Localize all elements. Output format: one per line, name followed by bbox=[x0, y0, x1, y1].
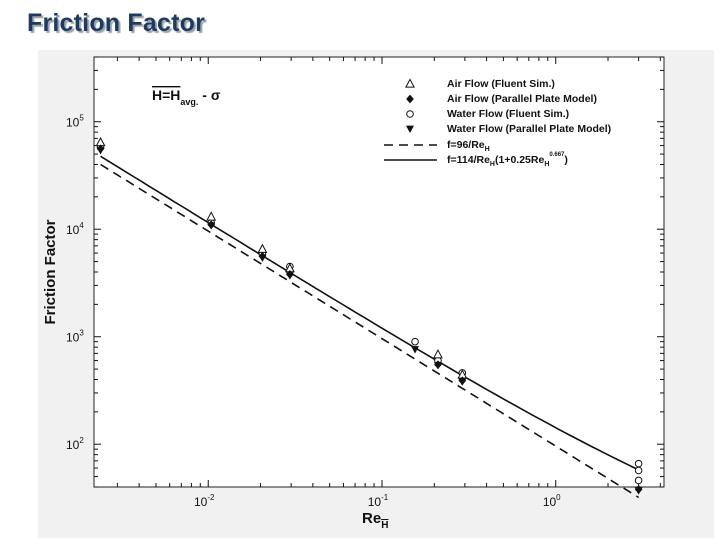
legend-solid-end: ) bbox=[564, 154, 568, 166]
y-tick-label: 105 bbox=[66, 114, 84, 130]
markers-layer bbox=[95, 136, 643, 495]
data-point bbox=[411, 346, 420, 354]
legend-label-air-model: Air Flow (Parallel Plate Model) bbox=[447, 93, 597, 105]
annotation-label: H=Havg. - σ bbox=[152, 87, 221, 107]
legend-solid-tail-sub: H bbox=[544, 161, 549, 168]
legend-label-air-fluent: Air Flow (Fluent Sim.) bbox=[447, 78, 555, 90]
y-tick-label-exp: 5 bbox=[79, 114, 84, 123]
legend-dashed-sub: H bbox=[485, 146, 490, 153]
y-tick-label-base: 10 bbox=[66, 438, 80, 452]
data-point bbox=[634, 476, 643, 485]
x-tick-label: 10-2 bbox=[194, 493, 215, 509]
annotation-sub: avg. bbox=[180, 97, 198, 107]
x-tick-label-base: 10 bbox=[543, 495, 557, 509]
x-axis-title-main: Re bbox=[362, 510, 381, 527]
y-tick-label-base: 10 bbox=[66, 331, 80, 345]
x-axis-title-sub: H bbox=[381, 520, 388, 531]
data-point bbox=[206, 211, 217, 221]
y-tick-label-exp: 2 bbox=[79, 436, 84, 445]
legend-marker bbox=[405, 125, 415, 134]
data-point bbox=[96, 144, 105, 154]
legend-marker bbox=[406, 94, 414, 104]
y-tick-label-base: 10 bbox=[66, 116, 80, 130]
y-axis-title: Friction Factor bbox=[42, 219, 59, 324]
data-point bbox=[458, 376, 467, 386]
legend-marker bbox=[406, 110, 414, 118]
y-tick-label-exp: 3 bbox=[79, 329, 84, 338]
legend-marker bbox=[405, 78, 415, 88]
y-tick-label: 104 bbox=[66, 221, 84, 237]
legend-solid-tail-sup: 0.667 bbox=[549, 152, 565, 158]
x-tick-label: 100 bbox=[543, 493, 561, 509]
x-axis-title: ReH bbox=[362, 510, 388, 531]
legend-label-solid-fit: f=114/ReH(1+0.25ReH0.667) bbox=[447, 152, 568, 168]
legend-dashed-main: f=96/Re bbox=[447, 139, 485, 151]
x-tick-label-base: 10 bbox=[368, 495, 382, 509]
x-tick-label-exp: -1 bbox=[381, 493, 389, 502]
legend-swatches bbox=[384, 78, 437, 161]
legend-label-water-model: Water Flow (Parallel Plate Model) bbox=[447, 123, 611, 135]
x-tick-label-exp: 0 bbox=[556, 493, 561, 502]
data-point bbox=[433, 349, 443, 359]
legend-solid-sub: H bbox=[490, 161, 495, 168]
data-point bbox=[634, 466, 643, 475]
x-tick-label-exp: -2 bbox=[207, 493, 215, 502]
solid-fit-line bbox=[100, 155, 639, 471]
data-point bbox=[258, 251, 267, 261]
legend-label-water-fluent: Water Flow (Fluent Sim.) bbox=[447, 108, 569, 120]
lines-layer bbox=[100, 155, 640, 499]
legend: Air Flow (Fluent Sim.) Air Flow (Paralle… bbox=[384, 78, 611, 168]
slide-title: Friction Factor bbox=[27, 9, 206, 37]
data-point bbox=[434, 360, 442, 370]
dashed-fit-line bbox=[100, 163, 640, 499]
annotation-main: H=H bbox=[152, 87, 180, 103]
x-tick-label: 10-1 bbox=[368, 493, 389, 509]
data-point bbox=[411, 337, 419, 346]
y-tick-label: 103 bbox=[66, 329, 84, 345]
legend-label-dashed-fit: f=96/ReH bbox=[447, 139, 490, 153]
x-tick-label-base: 10 bbox=[194, 495, 208, 509]
legend-solid-tail: (1+0.25Re bbox=[495, 154, 544, 166]
y-tick-label-exp: 4 bbox=[79, 221, 84, 230]
annotation-suffix: - σ bbox=[198, 87, 220, 103]
data-point bbox=[634, 459, 643, 468]
y-tick-label: 102 bbox=[66, 436, 84, 452]
y-tick-label-base: 10 bbox=[66, 223, 80, 237]
plot-area bbox=[93, 56, 665, 488]
data-point bbox=[207, 220, 216, 230]
data-point bbox=[285, 269, 294, 279]
data-point bbox=[634, 484, 643, 494]
legend-solid-main: f=114/Re bbox=[447, 154, 490, 166]
